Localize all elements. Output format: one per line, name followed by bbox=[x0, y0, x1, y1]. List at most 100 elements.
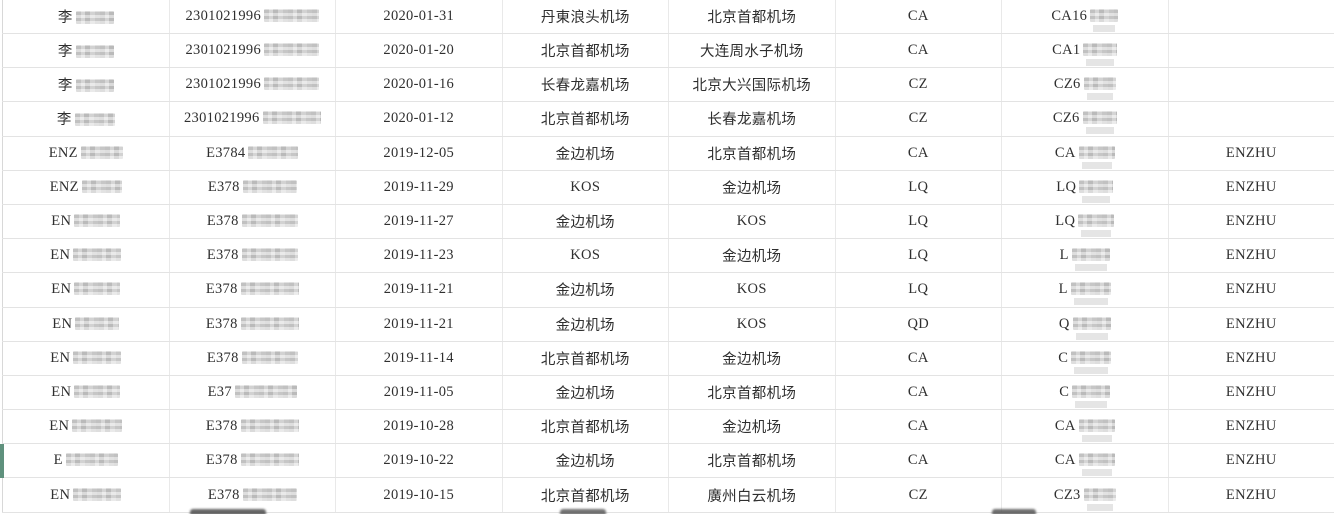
cell-passenger-name: EN bbox=[2, 375, 170, 411]
table-row[interactable]: ENZ E3784 2019-12-05 金边机场 北京首都机场 CA CA ENZHU bbox=[2, 136, 1334, 171]
cell-arrival-airport: 北京首都机场 bbox=[668, 136, 836, 171]
redaction-blur bbox=[1083, 77, 1116, 91]
redaction-blur bbox=[1078, 145, 1115, 159]
redaction-blur bbox=[242, 487, 297, 501]
table-row[interactable]: 李 2301021996 2020-01-31 丹東浪头机场 北京首都机场 CA CA16 bbox=[2, 0, 1334, 34]
cell-text: 北京首都机场 bbox=[707, 385, 797, 402]
cell-flight-number: CA bbox=[1001, 409, 1169, 445]
cell-passenger-pinyin: ENZHU bbox=[1168, 238, 1334, 274]
cell-text: 北京首都机场 bbox=[540, 488, 630, 505]
cell-text: LQ bbox=[908, 213, 929, 230]
cell-text: 金边机场 bbox=[722, 351, 782, 368]
table-row[interactable]: EN E378 2019-11-23 KOS 金边机场 LQ L ENZHU bbox=[2, 238, 1334, 274]
cell-text: Q bbox=[1058, 315, 1070, 332]
cell-id-number: E378 bbox=[169, 341, 336, 376]
cell-text: 大连周水子机场 bbox=[699, 44, 804, 61]
cell-flight-number: L bbox=[1001, 272, 1169, 308]
redaction-blur bbox=[1083, 43, 1118, 57]
cell-text: 金边机场 bbox=[555, 215, 615, 232]
cell-id-number: E37 bbox=[169, 375, 336, 411]
cell-flight-date: 2020-01-31 bbox=[335, 0, 503, 34]
table-row[interactable]: EN E378 2019-11-21 金边机场 KOS LQ L ENZHU bbox=[2, 272, 1334, 308]
cell-text: EN bbox=[51, 281, 72, 298]
cell-passenger-pinyin: ENZHU bbox=[1168, 272, 1334, 308]
cell-passenger-pinyin: ENZHU bbox=[1168, 204, 1334, 240]
cell-airline-code: LQ bbox=[835, 170, 1002, 205]
cell-flight-date: 2019-10-15 bbox=[335, 477, 503, 513]
cell-text: 2019-10-15 bbox=[383, 486, 455, 503]
cell-text: 2019-11-27 bbox=[383, 213, 454, 230]
table-row[interactable]: EN E37 2019-11-05 金边机场 北京首都机场 CA C ENZHU bbox=[2, 375, 1334, 411]
cell-text: 北京首都机场 bbox=[540, 351, 630, 368]
cell-passenger-name: EN bbox=[2, 307, 170, 342]
cell-id-number: E3784 bbox=[169, 136, 336, 171]
cell-flight-number: CZ6 bbox=[1001, 101, 1169, 137]
cell-text: CZ6 bbox=[1052, 110, 1080, 127]
redaction-blur bbox=[72, 419, 123, 433]
table-row[interactable]: EN E378 2019-10-15 北京首都机场 廣州白云机场 CZ CZ3 ENZHU bbox=[2, 477, 1334, 513]
cell-passenger-name: EN bbox=[2, 341, 170, 376]
cell-text: 2020-01-20 bbox=[383, 42, 455, 59]
table-row[interactable]: ENZ E378 2019-11-29 KOS 金边机场 LQ LQ ENZHU bbox=[2, 170, 1334, 205]
cell-id-number: E378 bbox=[169, 170, 336, 205]
cell-text: 2019-11-29 bbox=[383, 178, 454, 195]
cell-passenger-name: 李 bbox=[2, 101, 170, 137]
redaction-blur bbox=[75, 45, 114, 59]
redaction-blur bbox=[1071, 350, 1112, 364]
cell-text: LQ bbox=[1056, 178, 1077, 195]
cell-passenger-name: EN bbox=[2, 477, 170, 513]
table-row[interactable]: 李 2301021996 2020-01-12 北京首都机场 长春龙嘉机场 CZ CZ6 bbox=[2, 101, 1334, 137]
cell-text: EN bbox=[50, 349, 71, 366]
redaction-blur bbox=[241, 214, 298, 228]
table-row[interactable]: EN E378 2019-11-14 北京首都机场 金边机场 CA C ENZHU bbox=[2, 341, 1334, 376]
cell-flight-number: CA16 bbox=[1001, 0, 1169, 34]
cell-text: 金边机场 bbox=[722, 249, 782, 266]
table-row[interactable]: E E378 2019-10-22 金边机场 北京首都机场 CA CA ENZHU bbox=[2, 443, 1334, 479]
cell-departure-airport: 金边机场 bbox=[502, 272, 669, 308]
table-row[interactable]: EN E378 2019-11-27 金边机场 KOS LQ LQ ENZHU bbox=[2, 204, 1334, 240]
cell-departure-airport: KOS bbox=[502, 238, 669, 274]
table-row[interactable]: EN E378 2019-10-28 北京首都机场 金边机场 CA CA ENZHU bbox=[2, 409, 1334, 445]
cell-text: ENZHU bbox=[1225, 452, 1277, 469]
redaction-blur bbox=[242, 179, 297, 193]
redaction-blur bbox=[81, 179, 122, 193]
cell-departure-airport: 长春龙嘉机场 bbox=[502, 67, 669, 103]
cell-passenger-pinyin: ENZHU bbox=[1168, 341, 1334, 376]
cell-flight-number: L bbox=[1001, 238, 1169, 274]
cell-flight-number: LQ bbox=[1001, 170, 1169, 205]
table-row[interactable]: 李 2301021996 2020-01-16 长春龙嘉机场 北京大兴国际机场 CZ CZ6 bbox=[2, 67, 1334, 103]
cell-text: 金边机场 bbox=[555, 283, 615, 300]
cell-text: 2019-12-05 bbox=[383, 144, 455, 161]
redaction-blur bbox=[264, 9, 319, 22]
cell-text: C bbox=[1059, 383, 1070, 400]
cell-text: L bbox=[1058, 281, 1068, 298]
cell-text: CZ bbox=[908, 110, 928, 127]
cell-text: EN bbox=[52, 315, 73, 332]
partial-next-row-redaction bbox=[992, 509, 1036, 514]
cell-text: ENZHU bbox=[1225, 281, 1277, 298]
table-row[interactable]: EN E378 2019-11-21 金边机场 KOS QD Q ENZHU bbox=[2, 307, 1334, 342]
table-row[interactable]: 李 2301021996 2020-01-20 北京首都机场 大连周水子机场 CA CA1 bbox=[2, 33, 1334, 69]
cell-passenger-pinyin: ENZHU bbox=[1168, 443, 1334, 479]
cell-flight-number: CA bbox=[1001, 443, 1169, 479]
cell-text: 2019-11-21 bbox=[383, 281, 454, 298]
redaction-blur bbox=[73, 487, 122, 501]
cell-text: ENZHU bbox=[1225, 144, 1277, 161]
redaction-blur bbox=[74, 384, 121, 398]
cell-passenger-name: E bbox=[2, 443, 170, 479]
cell-text: 北京大兴国际机场 bbox=[692, 78, 811, 95]
cell-text: ENZHU bbox=[1225, 178, 1277, 195]
cell-flight-date: 2019-11-14 bbox=[335, 341, 503, 376]
cell-passenger-pinyin: ENZHU bbox=[1168, 375, 1334, 411]
cell-id-number: 2301021996 bbox=[169, 101, 336, 137]
cell-flight-date: 2019-11-29 bbox=[335, 170, 503, 205]
redaction-blur bbox=[1078, 453, 1115, 467]
cell-text: C bbox=[1058, 349, 1069, 366]
cell-text: ENZHU bbox=[1225, 315, 1277, 332]
cell-passenger-pinyin: ENZHU bbox=[1168, 409, 1334, 445]
cell-text: ENZHU bbox=[1225, 418, 1277, 435]
redaction-blur bbox=[1090, 9, 1119, 22]
cell-text: 2020-01-31 bbox=[383, 8, 455, 24]
cell-arrival-airport: KOS bbox=[668, 307, 836, 342]
cell-text: EN bbox=[49, 418, 70, 435]
